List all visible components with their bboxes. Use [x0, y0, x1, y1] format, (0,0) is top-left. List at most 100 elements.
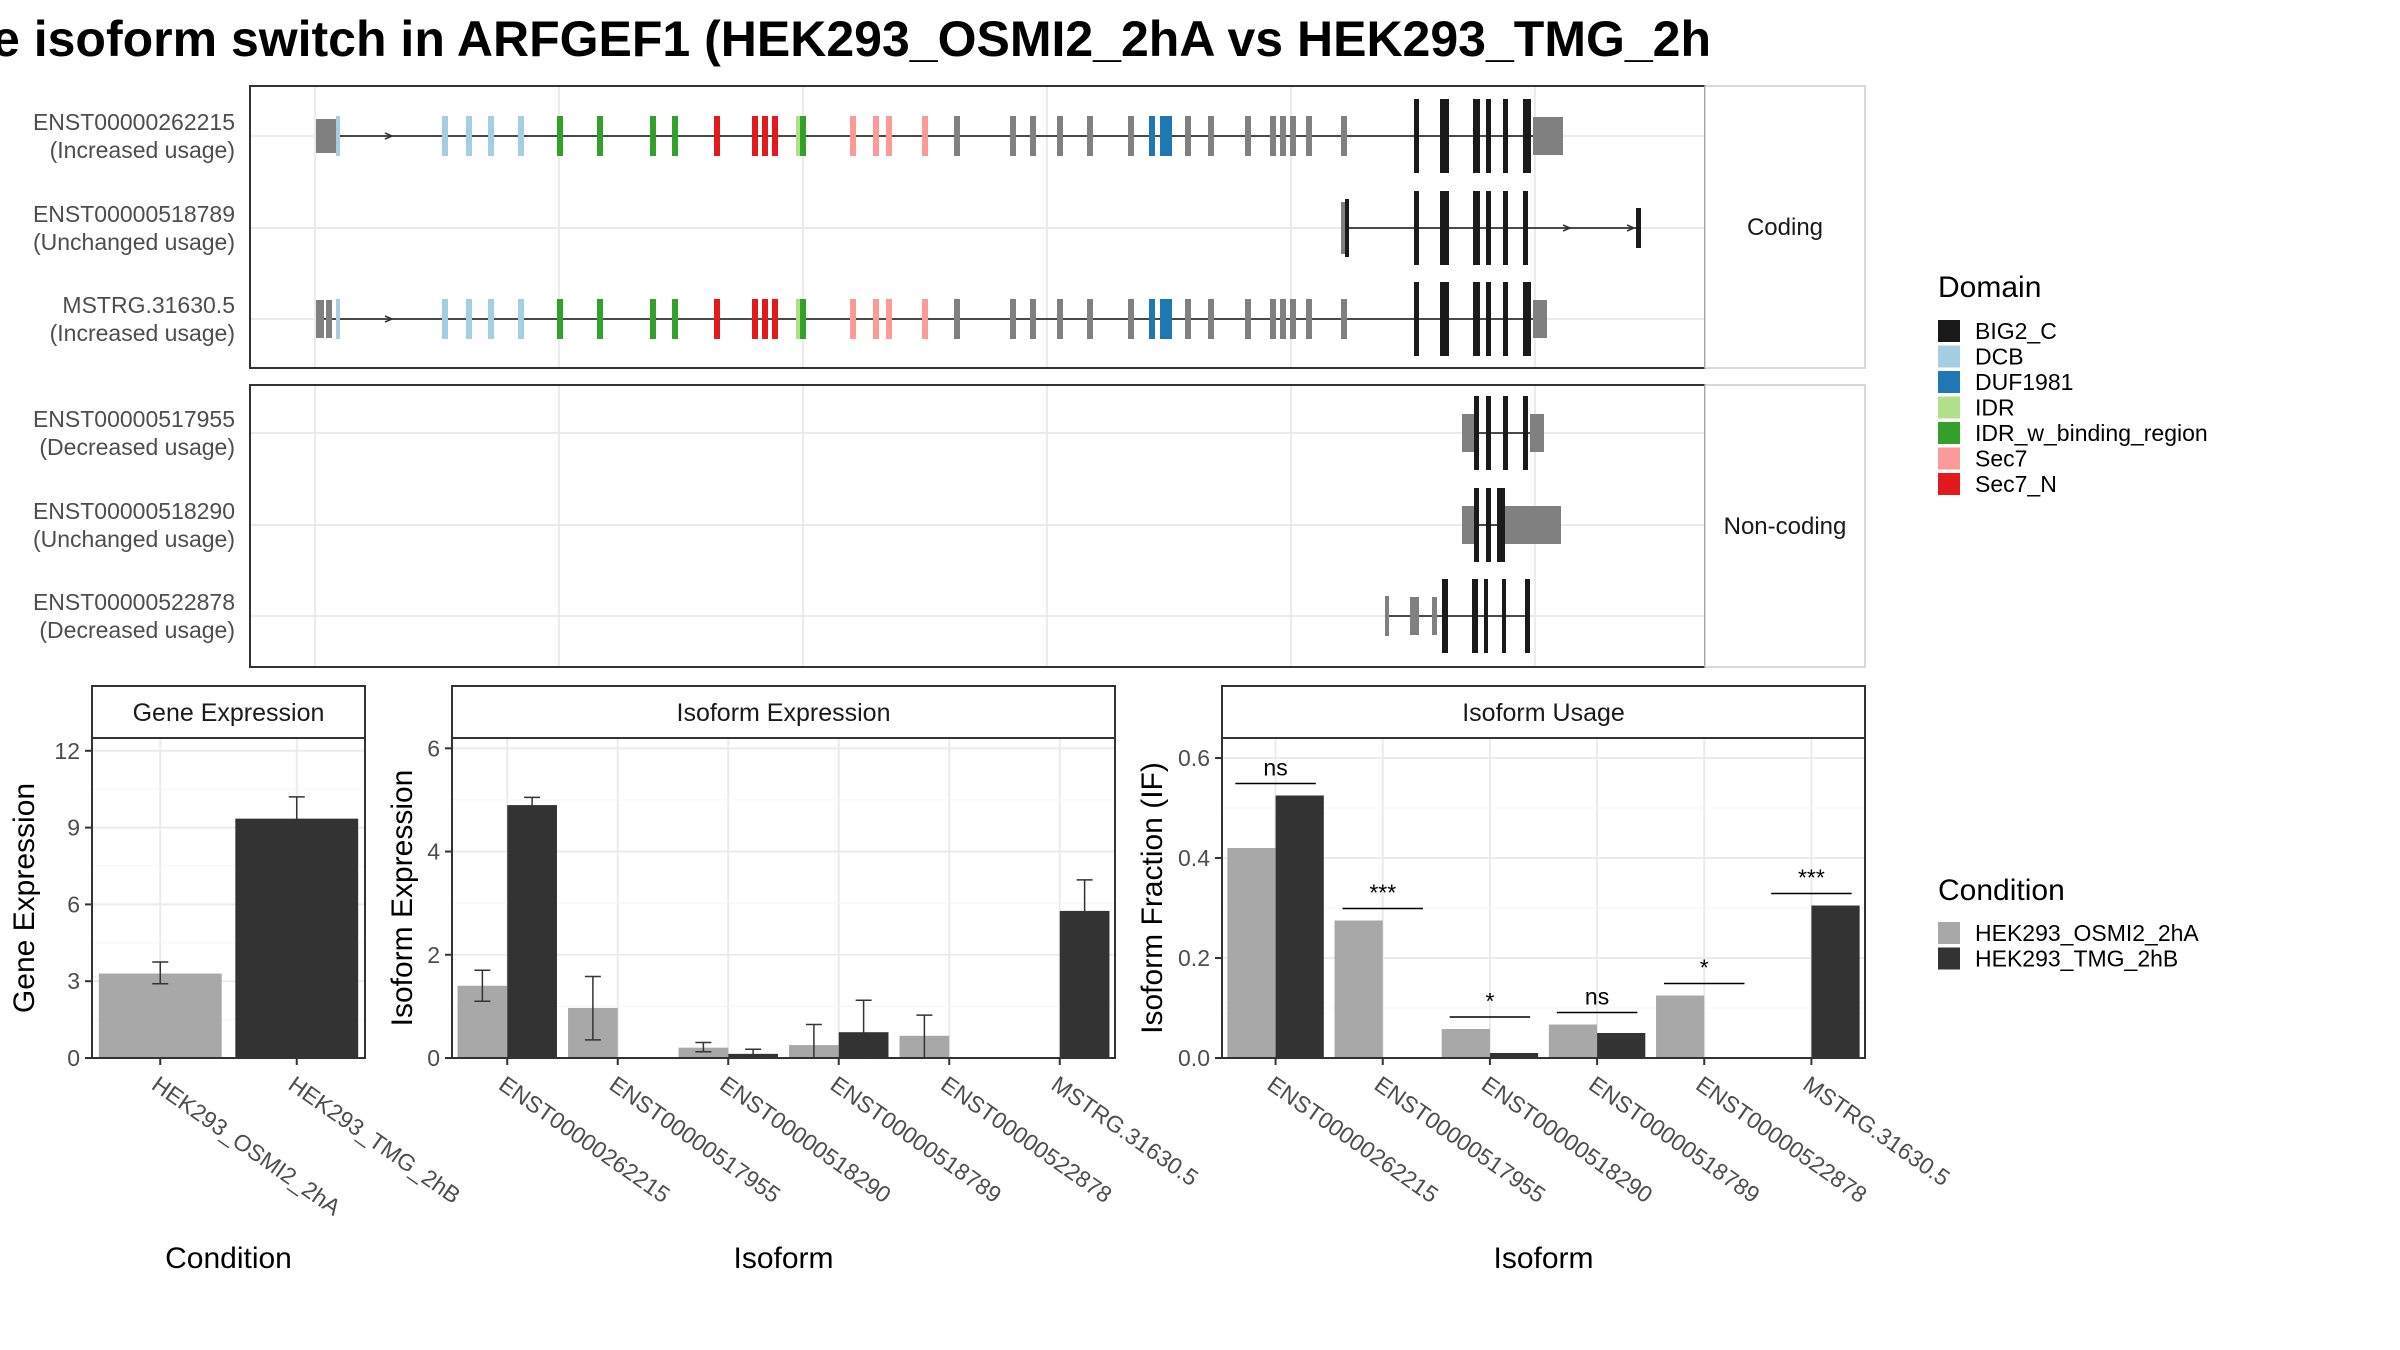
bar: [1334, 920, 1383, 1058]
exon: [922, 299, 928, 339]
y-axis-title: Isoform Fraction (IF): [1136, 762, 1169, 1034]
chart-strip: [451, 685, 1116, 739]
exon: [850, 299, 856, 339]
exon: [886, 116, 892, 156]
x-axis-title: Isoform: [733, 1242, 833, 1275]
exon: [1087, 299, 1093, 339]
exon: [1414, 99, 1419, 173]
bar-charts: Gene Expression036912HEK293_OSMI2_2hAHEK…: [8, 685, 1955, 1275]
exon: [1440, 191, 1449, 265]
exon: [1527, 282, 1531, 356]
x-axis-title: Isoform: [1493, 1242, 1593, 1275]
domain-legend-key: [1938, 345, 1960, 368]
exon: [752, 116, 758, 156]
exon: [1503, 99, 1508, 173]
y-tick-label: 6: [427, 735, 440, 761]
exon: [326, 300, 332, 338]
exon: [1245, 116, 1251, 156]
exon: [1057, 116, 1063, 156]
exon: [597, 116, 603, 156]
exon: [1505, 506, 1561, 544]
exon: [1523, 99, 1528, 173]
exon: [1502, 579, 1506, 653]
exon: [1527, 99, 1531, 173]
exon: [1270, 299, 1276, 339]
exon: [597, 299, 603, 339]
exon: [466, 299, 472, 339]
chart-strip: [1221, 685, 1866, 739]
transcript-structure-panel: CodingNon-codingENST00000262215(Increase…: [33, 85, 1866, 668]
exon: [1030, 299, 1036, 339]
condition-legend-title: Condition: [1938, 874, 2065, 907]
exon: [1503, 396, 1508, 470]
significance-label: ns: [1263, 755, 1287, 781]
bar: [1597, 1033, 1646, 1058]
y-tick-label: 6: [67, 891, 80, 917]
exon: [850, 116, 856, 156]
exon: [873, 299, 879, 339]
exon: [488, 116, 494, 156]
exon: [714, 299, 720, 339]
y-axis-title: Gene Expression: [8, 783, 41, 1013]
exon: [1440, 99, 1449, 173]
y-axis-title: Isoform Expression: [386, 770, 419, 1027]
domain-legend-label: DCB: [1975, 344, 2024, 370]
exon: [650, 116, 656, 156]
x-tick-label: ENST00000262215: [1263, 1071, 1443, 1208]
domain-legend-label: DUF1981: [1975, 369, 2073, 395]
exon: [1166, 116, 1172, 156]
figure-title: e isoform switch in ARFGEF1 (HEK293_OSMI…: [0, 11, 1711, 67]
exon: [922, 116, 928, 156]
exon: [1341, 299, 1347, 339]
transcript-usage-label: (Increased usage): [50, 137, 235, 163]
exon: [672, 116, 678, 156]
exon: [518, 116, 524, 156]
transcript-usage-label: (Decreased usage): [39, 617, 235, 643]
exon: [1472, 579, 1478, 653]
exon: [1166, 299, 1172, 339]
transcript-usage-label: (Unchanged usage): [33, 229, 235, 255]
exon: [954, 116, 960, 156]
legends: Domain BIG2_CDCBDUF1981IDRIDR_w_binding_r…: [1938, 271, 2208, 972]
exon: [1473, 191, 1480, 265]
domain-legend-label: Sec7_N: [1975, 471, 2057, 497]
exon: [1533, 117, 1563, 155]
exon: [1290, 116, 1296, 156]
chart-title: Isoform Usage: [1462, 699, 1625, 727]
exon: [1462, 414, 1476, 452]
strip-label-coding: Coding: [1747, 214, 1823, 241]
exon: [488, 299, 494, 339]
exon: [1523, 396, 1528, 470]
exon: [557, 299, 563, 339]
domain-legend-key: [1938, 473, 1960, 495]
significance-label: ***: [1369, 880, 1396, 906]
bar: [1811, 905, 1860, 1058]
exon: [1306, 116, 1312, 156]
exon: [954, 299, 960, 339]
exon: [752, 299, 758, 339]
exon: [1503, 191, 1508, 265]
x-tick-label: ENST00000517955: [1370, 1071, 1550, 1208]
exon: [1208, 116, 1214, 156]
exon: [873, 116, 879, 156]
exon: [1345, 199, 1349, 257]
bar: [678, 1047, 729, 1058]
exon: [557, 116, 563, 156]
exon: [1486, 99, 1491, 173]
exon: [1149, 299, 1155, 339]
x-tick-label: ENST00000518789: [1584, 1071, 1764, 1208]
condition-legend-key: [1938, 947, 1960, 970]
exon: [1503, 282, 1508, 356]
exon: [1306, 299, 1312, 339]
facet-strip: [1704, 85, 1866, 369]
y-tick-label: 4: [427, 839, 440, 865]
transcript-id-label: ENST00000522878: [33, 589, 235, 615]
exon: [714, 116, 720, 156]
exon: [1410, 597, 1419, 635]
exon: [1010, 299, 1016, 339]
exon: [1208, 299, 1214, 339]
exon: [1486, 191, 1491, 265]
y-tick-label: 0.0: [1178, 1045, 1210, 1071]
y-tick-label: 9: [67, 815, 80, 841]
